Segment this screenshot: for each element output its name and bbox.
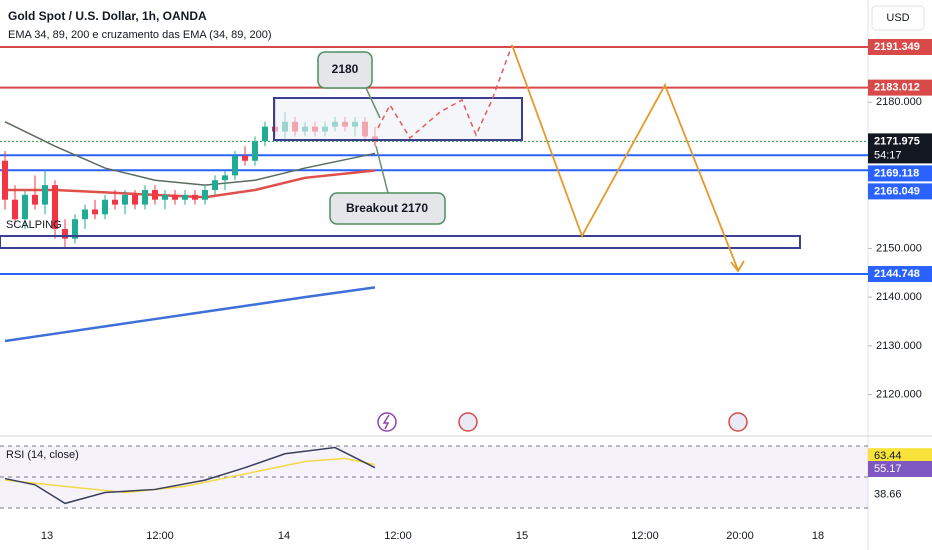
y-tick-label: 2140.000 <box>876 291 922 303</box>
candle-body <box>62 228 68 239</box>
rsi-line <box>4 446 376 505</box>
candle-body <box>12 199 18 220</box>
x-tick-label: 18 <box>812 530 824 542</box>
x-tick-label: 12:00 <box>146 530 174 542</box>
rsi-ma-line <box>4 457 376 494</box>
x-tick-label: 20:00 <box>726 530 754 542</box>
event-icon[interactable] <box>458 412 478 432</box>
currency[interactable]: USD <box>886 12 909 24</box>
ema-line <box>5 169 376 199</box>
rsi-label: 38.66 <box>874 489 902 501</box>
candle-body <box>162 194 168 200</box>
y-tick-label: 2120.000 <box>876 388 922 400</box>
rsi-label-box <box>868 461 932 478</box>
candle-body <box>52 185 58 229</box>
rsi-title: RSI (14, close) <box>6 449 79 461</box>
indicator: EMA 34, 89, 200 e cruzamento das EMA (34… <box>8 29 272 41</box>
range-box <box>273 97 523 141</box>
candle-body <box>102 199 108 215</box>
price-label: 2191.349 <box>874 41 920 53</box>
x-tick-label: 14 <box>278 530 290 542</box>
callout-pointer <box>375 145 389 194</box>
candle-body <box>172 194 178 200</box>
candle-body <box>112 199 118 205</box>
candle-body <box>122 194 128 205</box>
time-axis: 13 12:00 14 12:00 15 12:00 20:00 18 <box>41 530 824 542</box>
candle-body <box>152 189 158 200</box>
price-label-box <box>868 266 932 283</box>
countdown: 54:17 <box>874 149 902 161</box>
candle-body <box>2 160 8 200</box>
rsi-label: 55.17 <box>874 463 902 475</box>
price-label: 2169.118 <box>874 167 919 179</box>
callout-pointer <box>365 87 381 119</box>
projection-dashed <box>377 44 513 140</box>
candle-body <box>42 185 48 205</box>
candle-body <box>182 194 188 200</box>
y-tick-label: 2150.000 <box>876 242 922 254</box>
candle-body <box>22 194 28 220</box>
y-tick-label: 2180.000 <box>876 96 922 108</box>
projection-zigzag <box>511 44 739 271</box>
price-label: 2183.012 <box>874 82 920 94</box>
support-box <box>0 235 801 249</box>
event-bolt <box>382 414 390 430</box>
rsi-label: 63.44 <box>874 450 902 462</box>
price-label-box <box>868 79 932 96</box>
ema-line <box>4 121 376 186</box>
main-pane: 2120.000 2130.000 2140.000 2150.000 2180.000… <box>0 39 932 400</box>
candle-body <box>222 175 228 181</box>
price-label-box <box>868 183 932 200</box>
candle-body <box>32 194 38 205</box>
event-icon[interactable] <box>728 412 748 432</box>
ema-line <box>4 286 376 343</box>
price-label: 2171.975 <box>874 135 920 147</box>
candle-body <box>262 126 268 142</box>
candle-body <box>252 141 258 161</box>
x-tick-label: 13 <box>41 530 53 542</box>
price-label: 2166.049 <box>874 185 920 197</box>
candle-body <box>212 180 218 190</box>
price-label-box <box>868 39 932 56</box>
callout-text: 2180 <box>332 62 359 76</box>
x-tick-label: 15 <box>516 530 528 542</box>
candle-body <box>82 209 88 220</box>
arrow-head <box>730 260 745 273</box>
event-icon[interactable] <box>377 412 397 432</box>
candle-body <box>72 219 78 239</box>
candle-body <box>202 189 208 200</box>
callout-box <box>317 51 373 89</box>
scalping-label: SCALPING <box>6 219 62 231</box>
currency-button[interactable] <box>871 5 925 31</box>
candle-body <box>142 189 148 205</box>
title: Gold Spot / U.S. Dollar, 1h, OANDA <box>8 9 207 23</box>
price-label-box <box>868 133 932 164</box>
rsi-label-box <box>868 448 932 465</box>
price-label-box <box>868 165 932 182</box>
candle-body <box>132 194 138 205</box>
callout-text: Breakout 2170 <box>346 201 428 215</box>
x-tick-label: 12:00 <box>384 530 412 542</box>
candle-body <box>92 209 98 215</box>
candle-body <box>192 194 198 200</box>
candle-body <box>232 155 238 176</box>
candle-body <box>242 155 248 161</box>
x-tick-label: 12:00 <box>631 530 659 542</box>
y-tick-label: 2130.000 <box>876 340 922 352</box>
callout-box <box>329 192 446 225</box>
price-label: 2144.748 <box>874 268 920 280</box>
